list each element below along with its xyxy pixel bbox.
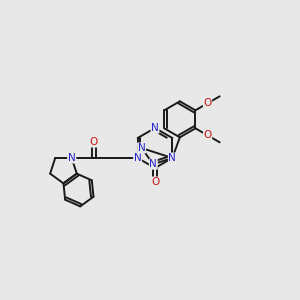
Text: O: O [151, 177, 159, 187]
Text: O: O [203, 98, 212, 108]
Text: O: O [203, 130, 212, 140]
Text: N: N [151, 123, 159, 133]
Text: N: N [149, 159, 157, 169]
Text: O: O [90, 137, 98, 147]
Text: N: N [168, 153, 176, 163]
Text: N: N [134, 153, 142, 163]
Text: N: N [138, 143, 146, 153]
Text: N: N [68, 153, 76, 163]
